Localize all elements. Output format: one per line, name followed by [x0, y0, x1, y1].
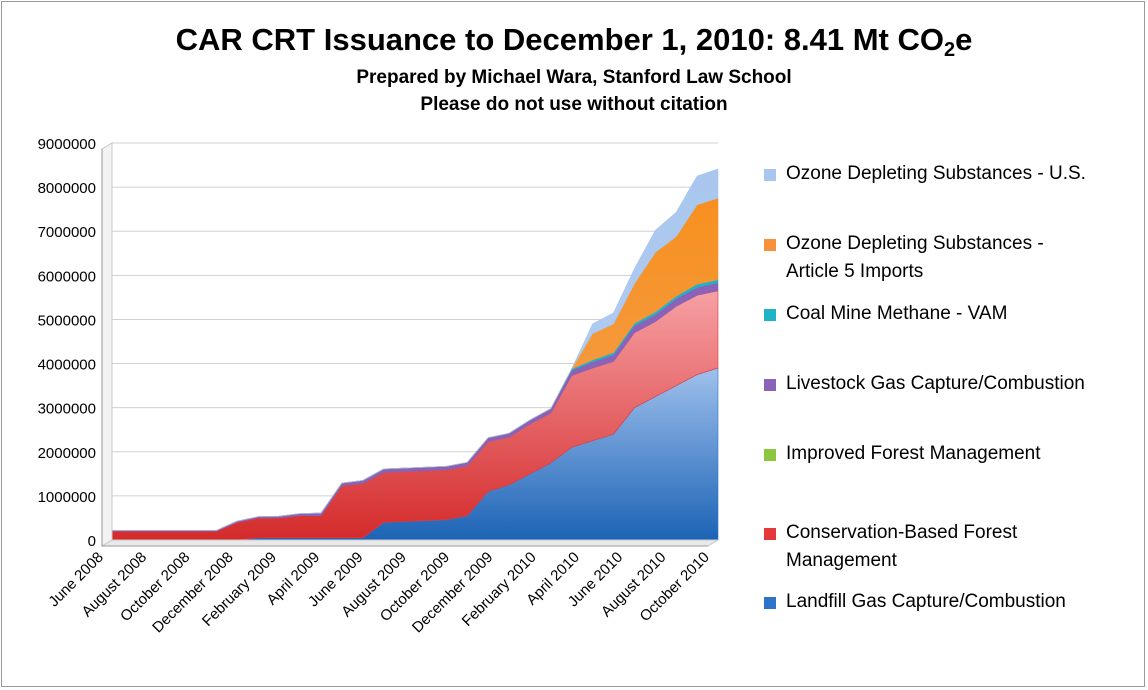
legend-swatch: [764, 449, 776, 461]
chart-subtitle-citation: Please do not use without citation: [420, 94, 728, 115]
chart-title-suffix: e: [955, 22, 973, 57]
y-tick-label: 3000000: [38, 401, 96, 418]
y-tick-label: 4000000: [38, 357, 96, 374]
chart-title-subscript: 2: [944, 39, 956, 61]
legend-swatch: [764, 239, 776, 251]
y-tick-label: 0: [88, 533, 96, 550]
x-tick-label: February 2009: [199, 549, 280, 630]
legend-swatch: [764, 169, 776, 181]
y-tick-label: 8000000: [38, 180, 96, 197]
y-tick-label: 2000000: [38, 445, 96, 462]
y-tick-label: 1000000: [38, 489, 96, 506]
legend-label: Improved Forest Management: [786, 443, 1041, 464]
legend-swatch: [764, 597, 776, 609]
area-series-layer: [111, 168, 719, 541]
legend-label: Conservation-Based Forest: [786, 522, 1018, 543]
legend-label: Article 5 Imports: [786, 261, 924, 282]
legend-label: Ozone Depleting Substances - U.S.: [786, 163, 1086, 184]
chart-subtitle-author: Prepared by Michael Wara, Stanford Law S…: [356, 67, 792, 88]
legend-label: Coal Mine Methane - VAM: [786, 303, 1008, 324]
chart-title: CAR CRT Issuance to December 1, 2010: 8.…: [0, 22, 1148, 61]
legend-swatch: [764, 309, 776, 321]
x-tick-label: February 2010: [459, 549, 540, 630]
legend-label: Landfill Gas Capture/Combustion: [786, 591, 1066, 612]
chart-side-wall: [101, 142, 113, 547]
chart-title-main: CAR CRT Issuance to December 1, 2010: 8.…: [175, 22, 944, 57]
legend-label: Management: [786, 550, 897, 571]
legend-label: Livestock Gas Capture/Combustion: [786, 373, 1085, 394]
area-ozone-depleting-substances-u-s: [111, 168, 719, 531]
y-tick-label: 7000000: [38, 224, 96, 241]
y-tick-label: 9000000: [38, 136, 96, 153]
y-tick-label: 6000000: [38, 268, 96, 285]
legend-swatch: [764, 379, 776, 391]
legend-swatch: [764, 528, 776, 540]
chart-floor: [100, 539, 720, 547]
y-tick-label: 5000000: [38, 312, 96, 329]
legend-label: Ozone Depleting Substances -: [786, 233, 1044, 254]
